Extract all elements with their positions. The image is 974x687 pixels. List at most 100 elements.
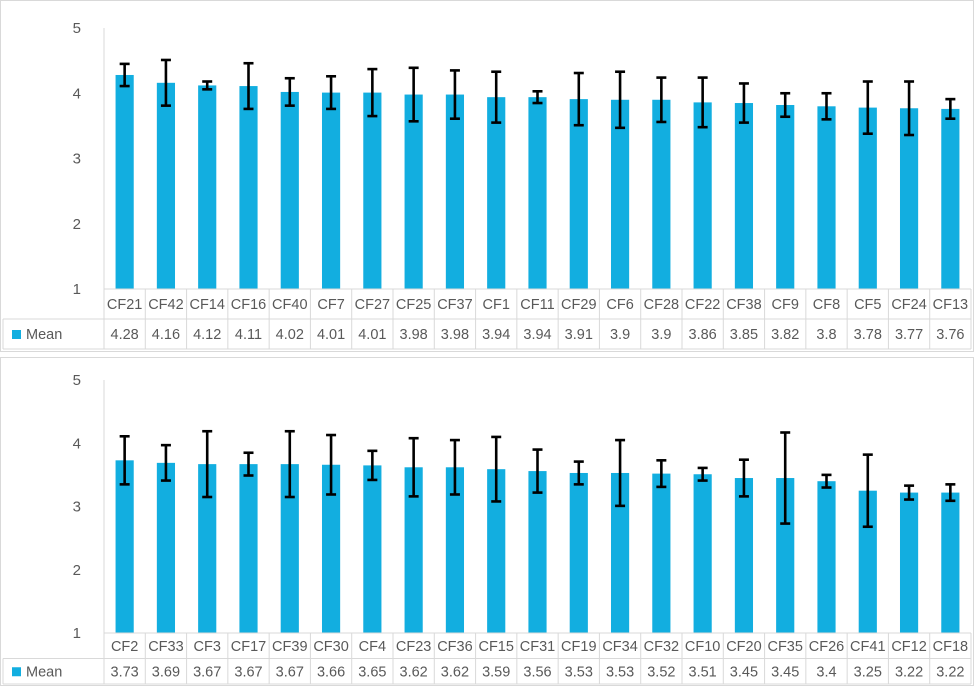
category-label: CF11 [520,297,554,313]
category-label: CF24 [891,297,926,313]
data-label: 3.82 [771,327,799,343]
error-bar-CF30 [326,433,337,496]
category-label: CF15 [478,639,513,655]
error-bar-CF20 [738,458,749,498]
category-label: CF33 [148,639,183,655]
bar-CF37 [445,94,465,290]
bar-CF1 [487,97,506,289]
data-label: 3.98 [441,327,469,343]
bar-CF5 [858,107,877,289]
data-label: 3.73 [111,664,139,680]
error-bar-CF5 [862,80,873,136]
bar-CF2 [115,460,134,633]
y-tick-label: 5 [73,372,81,389]
data-label: 3.45 [771,664,799,680]
data-label: 3.53 [606,664,634,680]
error-bar-CF39 [284,429,295,499]
category-label: CF4 [359,639,386,655]
bar-CF21 [115,74,134,289]
category-label: CF23 [396,639,431,655]
bar-CF6 [610,99,630,290]
data-label: 3.91 [565,327,593,343]
category-label: CF7 [317,297,344,313]
error-bar-CF27 [367,67,378,118]
data-label: 3.56 [523,664,551,680]
bar-CF40 [280,91,299,289]
category-label: CF2 [111,639,138,655]
data-label: 4.01 [317,327,345,343]
category-label: CF36 [437,639,472,655]
bar-CF15 [487,469,506,633]
category-label: CF22 [685,297,720,313]
data-label: 4.02 [276,327,304,343]
error-bar-CF16 [243,61,254,111]
y-tick-label: 1 [73,625,81,642]
data-label: 3.78 [854,327,882,343]
bar-CF22 [693,102,712,289]
bar-CF13 [941,108,960,289]
bar-CF11 [528,97,547,289]
category-label: CF9 [772,297,799,313]
data-label: 3.53 [565,664,593,680]
category-label: CF30 [313,639,348,655]
error-bar-CF19 [573,460,584,486]
error-bar-CF38 [738,82,749,124]
data-label: 3.45 [730,664,758,680]
y-tick-label: 2 [73,562,81,579]
bar-CF17 [239,464,258,633]
category-label: CF35 [767,639,802,655]
error-bar-CF14 [202,80,213,91]
bar-CF16 [239,86,258,289]
category-label: CF14 [189,297,224,313]
y-tick-label: 3 [73,499,81,516]
y-tick-label: 2 [73,216,81,233]
y-tick-label: 1 [73,281,81,298]
data-label: 3.9 [651,327,671,343]
data-label: 3.4 [816,664,836,680]
error-bar-CF12 [904,484,915,501]
error-bar-CF40 [284,76,295,107]
category-label: CF27 [355,297,390,313]
category-label: CF16 [231,297,266,313]
bar-CF32 [652,473,671,633]
error-bar-CF21 [119,62,130,88]
bar-CF3 [198,464,217,633]
error-bar-CF29 [573,71,584,127]
error-bar-CF24 [904,80,915,137]
legend-key-mean [12,667,21,677]
category-label: CF5 [854,297,881,313]
data-label: 3.67 [193,664,221,680]
chart-bottom-svg: 1 2 3 4 5 CF2 3.73 CF33 3.69 CF3 3.67 CF17 3.67 CF39 3… [2,372,972,685]
data-label: 3.66 [317,664,345,680]
error-bar-CF41 [862,453,873,529]
category-label: CF21 [107,297,142,313]
bar-CF24 [899,108,919,289]
data-label: 3.76 [936,327,964,343]
error-bar-CF3 [202,429,213,499]
legend-label-mean: Mean [26,327,62,343]
chart-top-svg: 1 2 3 4 5 CF21 4.28 CF42 4.16 CF14 4.12 CF16 4.11 CF4… [2,20,972,350]
category-label: CF18 [933,639,968,655]
category-label: CF10 [685,639,720,655]
bar-CF9 [776,104,795,290]
category-label: CF17 [231,639,266,655]
bar-CF36 [445,467,465,633]
bar-CF14 [198,85,217,289]
error-bar-CF17 [243,451,254,477]
category-label: CF40 [272,297,307,313]
error-bar-CF9 [780,91,791,119]
bar-CF7 [321,92,341,289]
category-label: CF32 [644,639,679,655]
error-bar-CF33 [160,443,171,482]
error-bar-CF6 [615,70,626,130]
data-label: 4.11 [235,327,262,343]
category-label: CF25 [396,297,431,313]
category-label: CF19 [561,639,596,655]
error-bar-CF35 [780,431,791,525]
category-label: CF20 [726,639,761,655]
bar-CF23 [404,467,423,633]
bar-CF20 [734,478,754,633]
category-label: CF28 [644,297,679,313]
category-label: CF13 [933,297,968,313]
category-label: CF39 [272,639,307,655]
